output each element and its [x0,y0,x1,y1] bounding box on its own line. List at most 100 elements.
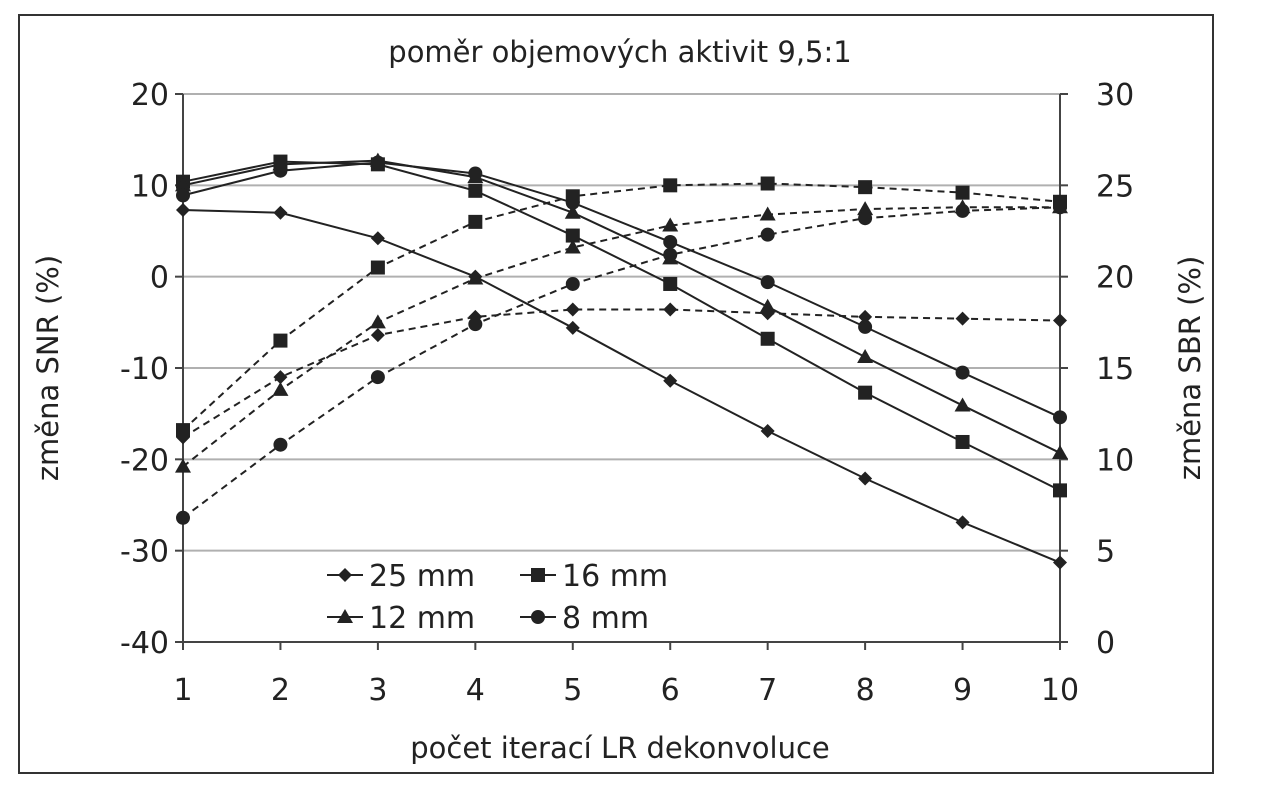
circle-marker [176,510,190,525]
series-line [182,208,1061,564]
diamond-marker [955,515,970,530]
square-marker [955,434,970,449]
circle-marker [955,365,970,380]
triangle-marker [272,381,289,396]
circle-marker [1053,200,1067,215]
circle-marker [663,247,678,262]
diamond-marker [858,309,873,324]
circle-marker [176,188,190,203]
triangle-marker [954,397,971,412]
circle-marker [663,234,678,249]
diamond-marker [273,205,288,220]
diamond-marker [663,373,678,388]
diamond-marker [565,320,580,335]
circle-marker [370,155,385,170]
x-tick-label: 2 [271,673,290,708]
triangle-marker [337,609,353,623]
legend-item: 12 mm [327,601,475,636]
series-line [182,161,1061,419]
x-tick-label: 6 [661,673,680,708]
square-marker [565,189,580,204]
square-marker [273,333,288,348]
series-line [182,159,1061,454]
right-y-tick-label: 25 [1096,169,1134,204]
triangle-marker [662,217,679,232]
circle-marker [468,166,483,181]
left-y-tick-label: 10 [131,169,169,204]
left-y-tick-label: -30 [120,535,169,570]
series-16-mm-right [176,176,1067,438]
series-line [182,160,1061,492]
circle-marker [955,203,970,218]
circle-marker [468,317,483,332]
left-y-tick-label: -10 [120,352,169,387]
right-y-axis-label: změna SBR (%) [1173,256,1207,481]
square-marker [1053,483,1067,498]
square-marker [760,176,775,191]
diamond-marker [370,328,385,343]
series-8-mm-right [176,200,1067,525]
circle-marker [370,370,385,385]
series-16-mm-left [176,154,1067,498]
square-marker [858,180,873,195]
right-y-tick-label: 20 [1096,261,1134,296]
series-8-mm-left [176,155,1067,425]
series-12-mm-left [175,152,1068,459]
legend-label: 8 mm [562,601,649,636]
x-tick-label: 8 [856,673,875,708]
left-y-tick-label: 0 [150,261,169,296]
legend-item: 16 mm [520,559,668,594]
circle-marker [760,275,775,290]
left-y-tick-label: 20 [131,78,169,113]
series-line [182,308,1061,439]
circle-marker [531,610,545,624]
x-tick-label: 5 [563,673,582,708]
left-y-tick-label: -40 [120,626,169,661]
square-marker [565,228,580,243]
chart-title: poměr objemových aktivit 9,5:1 [388,35,851,69]
series-line [182,206,1061,519]
legend: 25 mm 16 mm 12 mm 8 mm [327,559,668,636]
legend-item: 8 mm [520,601,649,636]
square-marker [760,331,775,346]
axes [175,93,1068,650]
circle-marker [858,211,873,226]
triangle-marker [759,206,776,221]
circle-marker [858,319,873,334]
square-marker [468,183,483,198]
diamond-marker [858,471,873,486]
right-y-tick-label: 5 [1096,535,1115,570]
circle-marker [565,276,580,291]
tick-labels: -40 -30 -20 -10 0 10 20 0 5 10 15 20 25 30 1 2 3 4 5 6 7 8 9 10 [120,78,1134,708]
x-tick-label: 10 [1041,673,1079,708]
x-tick-label: 1 [173,673,192,708]
triangle-marker [175,177,191,192]
diamond-marker [338,568,352,582]
square-marker [468,214,483,229]
triangle-marker [1052,444,1068,459]
x-tick-label: 3 [368,673,387,708]
square-marker [858,385,873,400]
triangle-marker [467,270,484,285]
circle-marker [273,163,288,178]
triangle-marker [564,204,581,219]
square-marker [176,423,190,438]
left-y-tick-label: -20 [120,443,169,478]
legend-item: 25 mm [327,559,475,594]
triangle-marker [175,458,191,473]
square-marker [663,178,678,193]
square-marker [531,568,545,582]
series-12-mm-right [175,199,1068,473]
legend-label: 16 mm [562,559,668,594]
diamond-marker [955,311,970,326]
series-line [182,182,1061,431]
diamond-marker [1053,555,1067,570]
square-marker [955,185,970,200]
circle-marker [760,227,775,242]
diamond-marker [663,302,678,317]
right-y-tick-label: 30 [1096,78,1134,113]
series-group [175,152,1068,570]
diamond-marker [370,231,385,246]
triangle-marker [857,349,874,364]
